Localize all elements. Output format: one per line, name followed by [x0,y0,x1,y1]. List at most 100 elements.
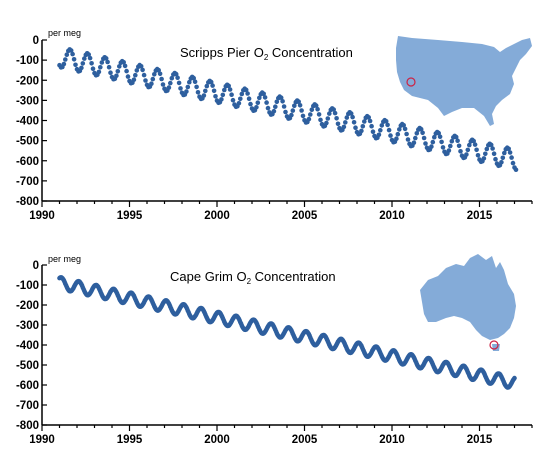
data-point [376,132,382,138]
data-point [397,127,402,132]
data-point [401,123,407,128]
data-point [421,135,427,141]
y-tick-label: 0 [33,35,39,47]
data-point [105,59,110,65]
data-point [230,97,236,103]
data-point [420,130,425,136]
data-point [68,48,74,53]
x-tick-label: 1995 [117,434,143,446]
data-point [439,139,444,145]
data-point [281,104,287,109]
data-point [430,139,436,145]
data-point [138,64,144,69]
data-point [331,107,337,112]
x-tick-label: 2005 [292,434,318,446]
data-point [402,126,408,132]
data-point [89,61,94,66]
data-point [185,84,191,90]
data-point [359,128,364,134]
data-point [370,129,376,134]
data-point [341,124,347,130]
data-point [173,71,179,77]
data-point [325,116,331,121]
data-point [208,79,214,85]
data-point [436,130,442,136]
data-point [413,135,418,141]
data-point [362,119,367,124]
data-point [472,142,478,147]
data-point [204,83,210,89]
data-point [248,101,253,107]
data-point [513,167,519,172]
data-point [103,56,109,61]
data-point [160,82,166,87]
data-point [300,113,306,119]
data-point [143,78,148,83]
data-point [343,120,348,125]
data-point [318,117,323,123]
location-marker [406,77,416,87]
y-axis-label: per meg [48,28,81,38]
x-tick-label: 2015 [467,210,493,222]
data-point [335,121,341,127]
data-point [414,131,420,136]
data-point [297,103,303,108]
data-point [106,64,112,70]
data-point [404,131,409,137]
data-point [299,108,304,113]
data-point [86,52,91,57]
data-point [367,118,373,124]
data-point [152,72,157,77]
data-point [96,69,102,75]
data-point [176,80,182,86]
data-point [238,96,243,102]
data-point [121,60,126,65]
data-point [169,75,175,81]
data-point [308,112,313,117]
y-tick-label: -300 [16,95,39,107]
y-tick-label: -300 [16,320,39,332]
data-point [210,83,215,88]
data-point [465,147,471,153]
scripps-chart: Scripps Pier O2 Concentration per meg 0 -… [16,28,533,222]
data-point [423,141,428,146]
data-point [493,156,498,162]
data-point [264,100,269,105]
y-tick-label: -100 [16,280,39,292]
data-point [348,111,354,116]
data-point [490,146,495,151]
data-point [378,128,383,133]
data-point [140,67,145,73]
data-point [499,160,504,165]
data-point [261,91,267,97]
data-point [222,87,227,93]
data-point [61,61,67,67]
data-point [458,149,463,154]
data-point [265,105,271,111]
usa-map-icon [396,36,532,126]
y-tick-label: -800 [16,420,39,432]
data-point [98,65,103,70]
data-point [227,87,233,92]
data-point [203,88,208,94]
y-tick-label: -600 [16,380,39,392]
data-point [157,71,163,77]
data-point [108,70,113,75]
data-point [448,143,453,149]
x-tick-label: 2000 [204,434,230,446]
data-point [64,52,70,57]
data-point [455,138,460,143]
data-point [324,120,329,126]
data-point [229,92,234,97]
data-point [246,96,252,101]
data-point [124,68,129,74]
y-tick-label: -400 [16,340,39,352]
data-point [507,150,513,155]
data-point [63,57,68,62]
data-point [194,84,199,90]
data-point [115,69,121,74]
x-tick-label: 2000 [204,210,230,222]
data-point [453,134,459,140]
data-point [290,108,296,113]
